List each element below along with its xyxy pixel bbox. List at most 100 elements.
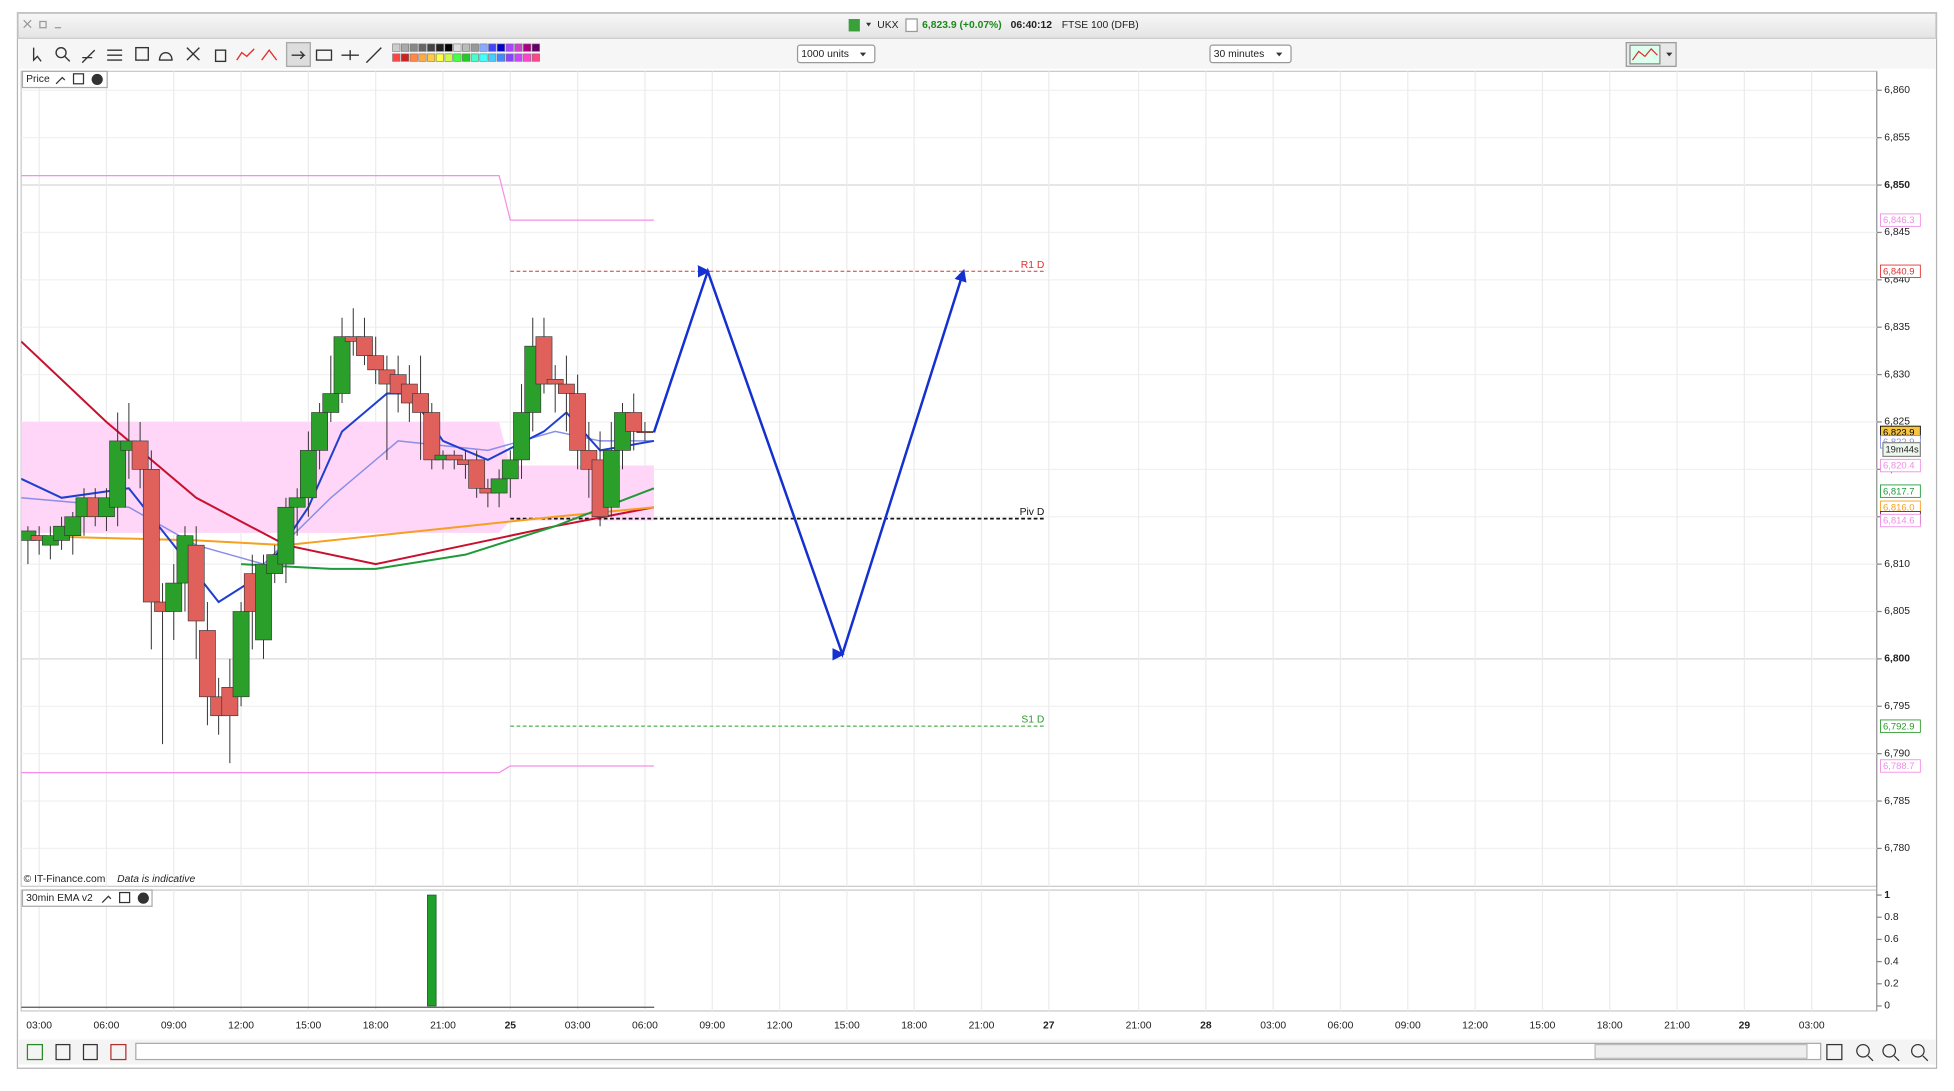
y-tick-label: 0.6: [1884, 934, 1899, 945]
candle-body: [333, 336, 351, 394]
candle-body: [232, 611, 250, 698]
indicator-plot: [21, 894, 655, 1008]
x-tick-label: 28: [1200, 1021, 1212, 1032]
units-value: 1000 units: [801, 49, 849, 60]
price-tag: [1880, 759, 1921, 773]
forecast-path: [652, 265, 967, 661]
x-tick-label: 12:00: [767, 1021, 793, 1032]
candle-body: [322, 393, 340, 413]
price-panel-title: Price: [26, 74, 50, 85]
x-tick-label: 25: [505, 1021, 517, 1032]
x-tick-label: 03:00: [565, 1021, 591, 1032]
candle-body: [546, 379, 564, 385]
toolbar: [18, 38, 1936, 69]
price-tag-label: 6,816.0: [1883, 502, 1915, 513]
y-tick-label: 1: [1884, 890, 1890, 901]
price-panel-buttons[interactable]: [55, 73, 103, 86]
candle-body: [109, 440, 127, 508]
x-tick-label: 12:00: [228, 1021, 254, 1032]
y-tick-label: 6,795: [1884, 701, 1910, 712]
y-tick-label: 0.8: [1884, 912, 1899, 923]
x-tick-label: 06:00: [94, 1021, 120, 1032]
scroll-thumb[interactable]: [1594, 1043, 1808, 1059]
price-tag: [1880, 458, 1921, 473]
candle-body: [165, 582, 183, 612]
price-tag-label: 6,788.7: [1883, 761, 1915, 772]
y-tick-label: 6,805: [1884, 606, 1910, 617]
symbol-dropdown[interactable]: [866, 22, 872, 27]
y-tick-label: 6,800: [1884, 654, 1910, 665]
x-tick-label: 18:00: [1597, 1021, 1623, 1032]
candle-body: [468, 459, 486, 489]
symbol: UKX: [877, 20, 898, 31]
countdown-box: [1882, 442, 1921, 458]
pivot-label: Piv D: [1020, 507, 1045, 518]
bottom-left-tools[interactable]: [26, 1043, 127, 1061]
y-tick-label: 6,785: [1884, 796, 1910, 807]
disclaimer: Data is indicative: [117, 874, 195, 885]
x-tick-label: 27: [1043, 1021, 1055, 1032]
scrollbar[interactable]: [135, 1042, 1822, 1061]
candle-body: [558, 383, 575, 394]
interval-dropdown[interactable]: [1209, 44, 1292, 64]
price-tag-label: 6,817.7: [1883, 486, 1915, 497]
x-tick-label: 15:00: [834, 1021, 860, 1032]
candle-body: [277, 506, 295, 565]
info-icon[interactable]: [905, 18, 918, 33]
x-tick-label: 18:00: [363, 1021, 389, 1032]
price-tag-label: 6,814.6: [1883, 516, 1915, 527]
quote: 6,823.9 (+0.07%): [922, 20, 1002, 31]
indicator-panel-buttons[interactable]: [101, 891, 149, 904]
drawing-tools[interactable]: [32, 41, 382, 68]
y-tick-label: 6,850: [1884, 180, 1910, 191]
indicator-line: [241, 487, 655, 570]
candle-body: [513, 412, 530, 461]
candle-body: [299, 450, 317, 499]
y-tick-label: 0.2: [1884, 979, 1899, 990]
price-tag: [1880, 484, 1921, 498]
y-tick-label: 6,780: [1884, 843, 1910, 854]
candle-body: [535, 336, 553, 385]
candle-body: [187, 544, 205, 622]
x-tick-label: 15:00: [295, 1021, 321, 1032]
price-tag-label: 6,846.3: [1883, 215, 1915, 226]
window-controls[interactable]: [23, 19, 62, 29]
x-tick-label: 18:00: [901, 1021, 927, 1032]
clock: 06:40:12: [1011, 20, 1053, 31]
instrument-name: FTSE 100 (DFB): [1062, 20, 1139, 31]
units-dropdown[interactable]: [796, 44, 876, 64]
x-tick-label: 09:00: [161, 1021, 187, 1032]
y-tick-label: 6,840: [1884, 275, 1910, 286]
x-tick-label: 09:00: [699, 1021, 725, 1032]
price-tag-label: 6,823.9: [1883, 428, 1915, 439]
price-tag: [1880, 213, 1921, 227]
bottom-right-tools[interactable]: [1826, 1043, 1929, 1062]
color-palette[interactable]: [392, 43, 540, 62]
y-tick-label: 6,830: [1884, 369, 1910, 380]
y-tick-label: 6,835: [1884, 322, 1910, 333]
candle-body: [367, 355, 385, 371]
x-tick-label: 03:00: [26, 1021, 52, 1032]
indicator-panel: [20, 889, 1878, 1012]
interval-value: 30 minutes: [1214, 49, 1265, 60]
candle-body: [490, 478, 508, 494]
y-tick-label: 6,825: [1884, 417, 1910, 428]
y-tick-label: 0.4: [1884, 956, 1899, 967]
x-tick-label: 29: [1739, 1021, 1751, 1032]
price-tag: [1880, 719, 1921, 733]
indicator-line: [21, 174, 654, 221]
candle-body: [636, 431, 654, 434]
candle-body: [412, 393, 429, 413]
price-tag-label: 6,820.4: [1883, 461, 1915, 472]
candle-body: [356, 336, 373, 356]
candle-body: [131, 440, 149, 470]
candle-body: [311, 412, 328, 451]
pivot-label: R1 D: [1021, 260, 1045, 271]
price-tag-label: 6,792.9: [1883, 721, 1915, 732]
y-tick-label: 6,810: [1884, 559, 1910, 570]
candle-body: [501, 459, 519, 480]
chart-type-button[interactable]: [1625, 42, 1677, 67]
price-tag: [1880, 513, 1921, 528]
candle-body: [199, 630, 216, 698]
